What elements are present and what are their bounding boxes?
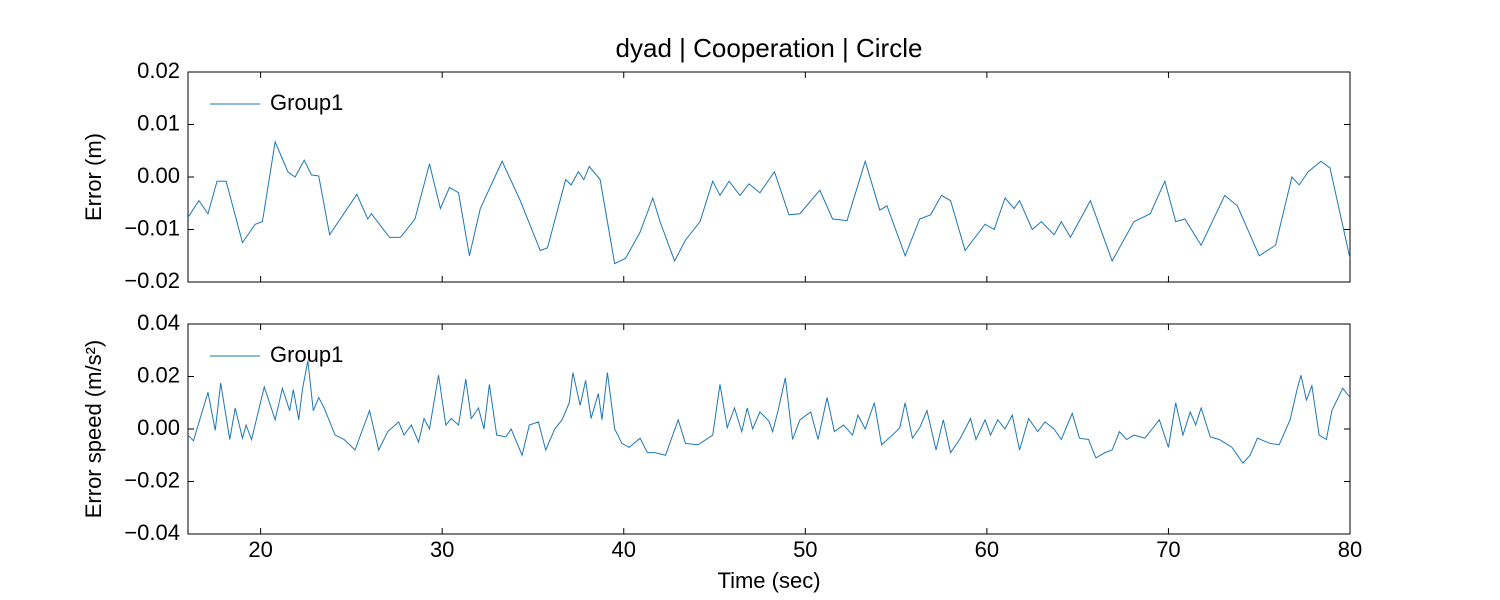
y-tick-label: −0.02 — [124, 268, 180, 293]
y-tick-label: 0.04 — [137, 310, 180, 335]
y-tick-label: 0.00 — [137, 163, 180, 188]
data-line — [187, 140, 1351, 265]
y-tick-label: −0.01 — [124, 215, 180, 240]
y-tick-label: 0.02 — [137, 362, 180, 387]
y-tick-label: 0.00 — [137, 415, 180, 440]
x-tick-label: 70 — [1156, 537, 1180, 562]
y-axis-label: Error speed (m/s²) — [81, 340, 106, 518]
plot-frame — [187, 71, 1351, 283]
y-tick-label: −0.04 — [124, 520, 180, 545]
x-axis-label: Time (sec) — [717, 568, 820, 593]
x-tick-label: 60 — [975, 537, 999, 562]
y-tick-label: 0.02 — [137, 58, 180, 83]
data-line — [187, 360, 1351, 464]
legend-label: Group1 — [270, 342, 343, 367]
x-tick-label: 20 — [248, 537, 272, 562]
x-tick-label: 50 — [793, 537, 817, 562]
chart-title: dyad | Cooperation | Circle — [616, 33, 923, 63]
x-tick-label: 80 — [1338, 537, 1362, 562]
x-tick-label: 30 — [430, 537, 454, 562]
x-tick-label: 40 — [612, 537, 636, 562]
y-tick-label: −0.02 — [124, 467, 180, 492]
legend-label: Group1 — [270, 90, 343, 115]
y-axis-label: Error (m) — [81, 133, 106, 221]
y-tick-label: 0.01 — [137, 110, 180, 135]
